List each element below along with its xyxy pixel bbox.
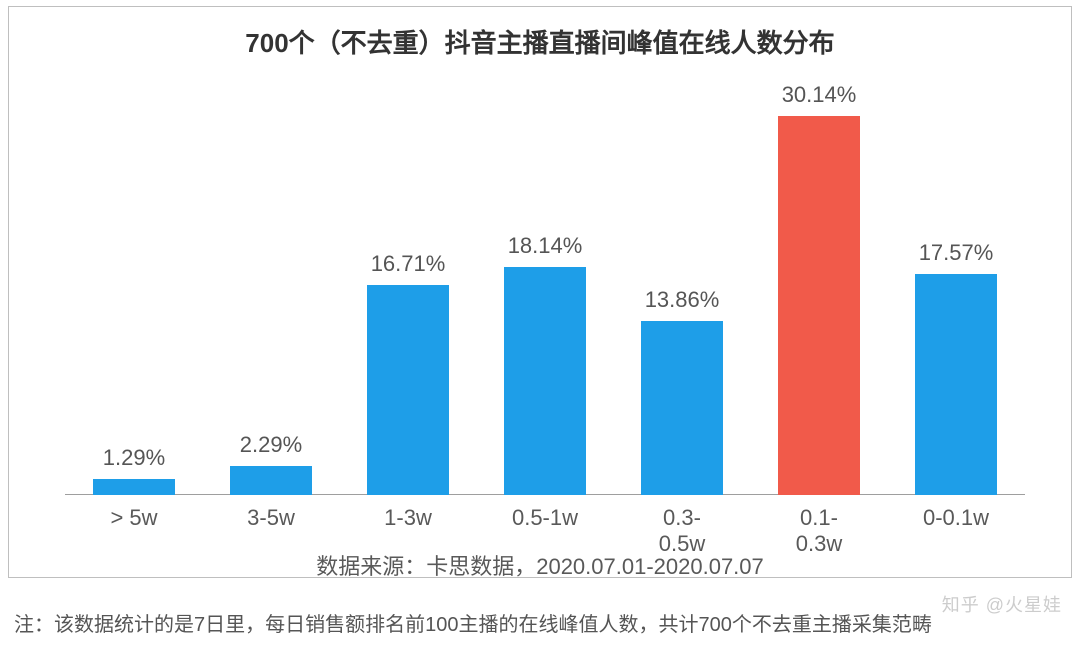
bar-slot: 30.14% <box>778 93 860 495</box>
x-axis-label: 3-5w <box>230 505 312 531</box>
bar-slot: 13.86% <box>641 93 723 495</box>
bar-slot: 1.29% <box>93 93 175 495</box>
watermark: 知乎 @火星娃 <box>942 591 1062 617</box>
bar-slot: 17.57% <box>915 93 997 495</box>
bar <box>641 321 723 495</box>
bar <box>93 479 175 495</box>
bar-slot: 18.14% <box>504 93 586 495</box>
bar <box>778 116 860 495</box>
bar <box>367 285 449 495</box>
x-axis-label: 0.5-1w <box>504 505 586 531</box>
x-axis-label: 1-3w <box>367 505 449 531</box>
bar-value-label: 13.86% <box>645 287 720 313</box>
bar <box>915 274 997 495</box>
bar-value-label: 18.14% <box>508 233 583 259</box>
chart-title: 700个（不去重）抖音主播直播间峰值在线人数分布 <box>9 23 1071 60</box>
bar <box>504 267 586 495</box>
bar-value-label: 1.29% <box>103 445 165 471</box>
bar-value-label: 2.29% <box>240 432 302 458</box>
bar-slot: 2.29% <box>230 93 312 495</box>
plot-area: 1.29% 2.29% 16.71% 18.14% 13.86% 30.14% 17.57% <box>65 93 1025 495</box>
bar-slot: 16.71% <box>367 93 449 495</box>
x-axis-labels: > 5w3-5w1-3w0.5-1w0.3-0.5w0.1-0.3w0-0.1w <box>65 505 1025 537</box>
bar-value-label: 30.14% <box>782 82 857 108</box>
x-axis-label: 0-0.1w <box>915 505 997 531</box>
chart-frame: 700个（不去重）抖音主播直播间峰值在线人数分布 1.29% 2.29% 16.71… <box>8 6 1072 578</box>
x-axis-label: > 5w <box>93 505 175 531</box>
bar-value-label: 16.71% <box>371 251 446 277</box>
bar-value-label: 17.57% <box>919 240 994 266</box>
data-source: 数据来源：卡思数据，2020.07.01-2020.07.07 <box>9 549 1071 581</box>
bar <box>230 466 312 495</box>
footnote: 注：该数据统计的是7日里，每日销售额排名前100主播的在线峰值人数，共计700个… <box>14 608 932 637</box>
